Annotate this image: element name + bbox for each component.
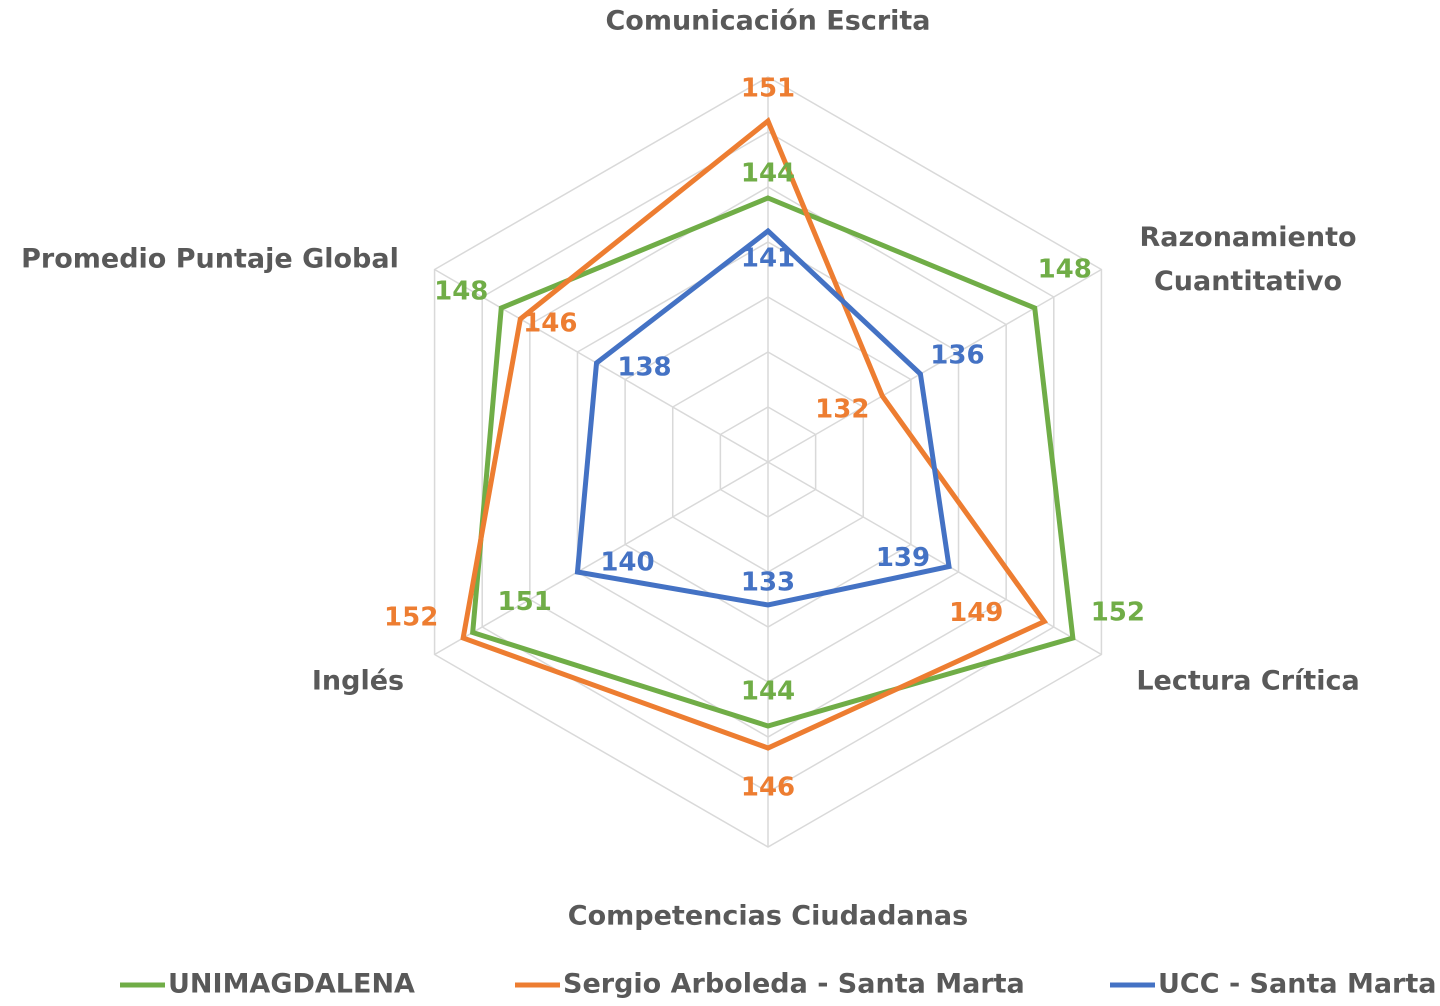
legend-label: UCC - Santa Marta <box>1158 969 1437 1000</box>
legend-label: Sergio Arboleda - Santa Marta <box>563 969 1025 1000</box>
series-line <box>460 116 1049 751</box>
value-label: 140 <box>600 548 654 578</box>
category-label: Lectura Crítica <box>1136 666 1359 697</box>
value-label: 148 <box>434 277 488 307</box>
category-label: Comunicación Escrita <box>605 6 930 37</box>
value-label: 136 <box>930 341 984 371</box>
category-label: Inglés <box>312 666 404 697</box>
value-label: 146 <box>741 773 795 803</box>
spoke <box>434 268 769 463</box>
value-label: 138 <box>617 353 671 383</box>
legend-label: UNIMAGDALENA <box>168 969 415 1000</box>
value-label: 132 <box>815 395 869 425</box>
category-label: Razonamiento Cuantitativo <box>1139 222 1356 297</box>
category-label: Competencias Ciudadanas <box>568 901 968 932</box>
value-label: 144 <box>741 677 795 707</box>
value-label: 139 <box>876 543 930 573</box>
value-label: 144 <box>741 159 795 189</box>
value-label: 133 <box>741 568 795 598</box>
series-line <box>470 195 1076 729</box>
value-label: 151 <box>741 74 795 104</box>
value-label: 149 <box>949 598 1003 628</box>
spoke <box>434 461 769 656</box>
spoke <box>767 268 1102 463</box>
value-label: 152 <box>1091 598 1145 628</box>
value-label: 141 <box>741 244 795 274</box>
value-label: 151 <box>498 587 552 617</box>
spoke <box>767 461 1102 656</box>
category-label: Promedio Puntaje Global <box>21 244 399 275</box>
series-line <box>574 227 952 608</box>
value-label: 152 <box>384 603 438 633</box>
value-label: 146 <box>523 309 577 339</box>
value-label: 148 <box>1038 255 1092 285</box>
